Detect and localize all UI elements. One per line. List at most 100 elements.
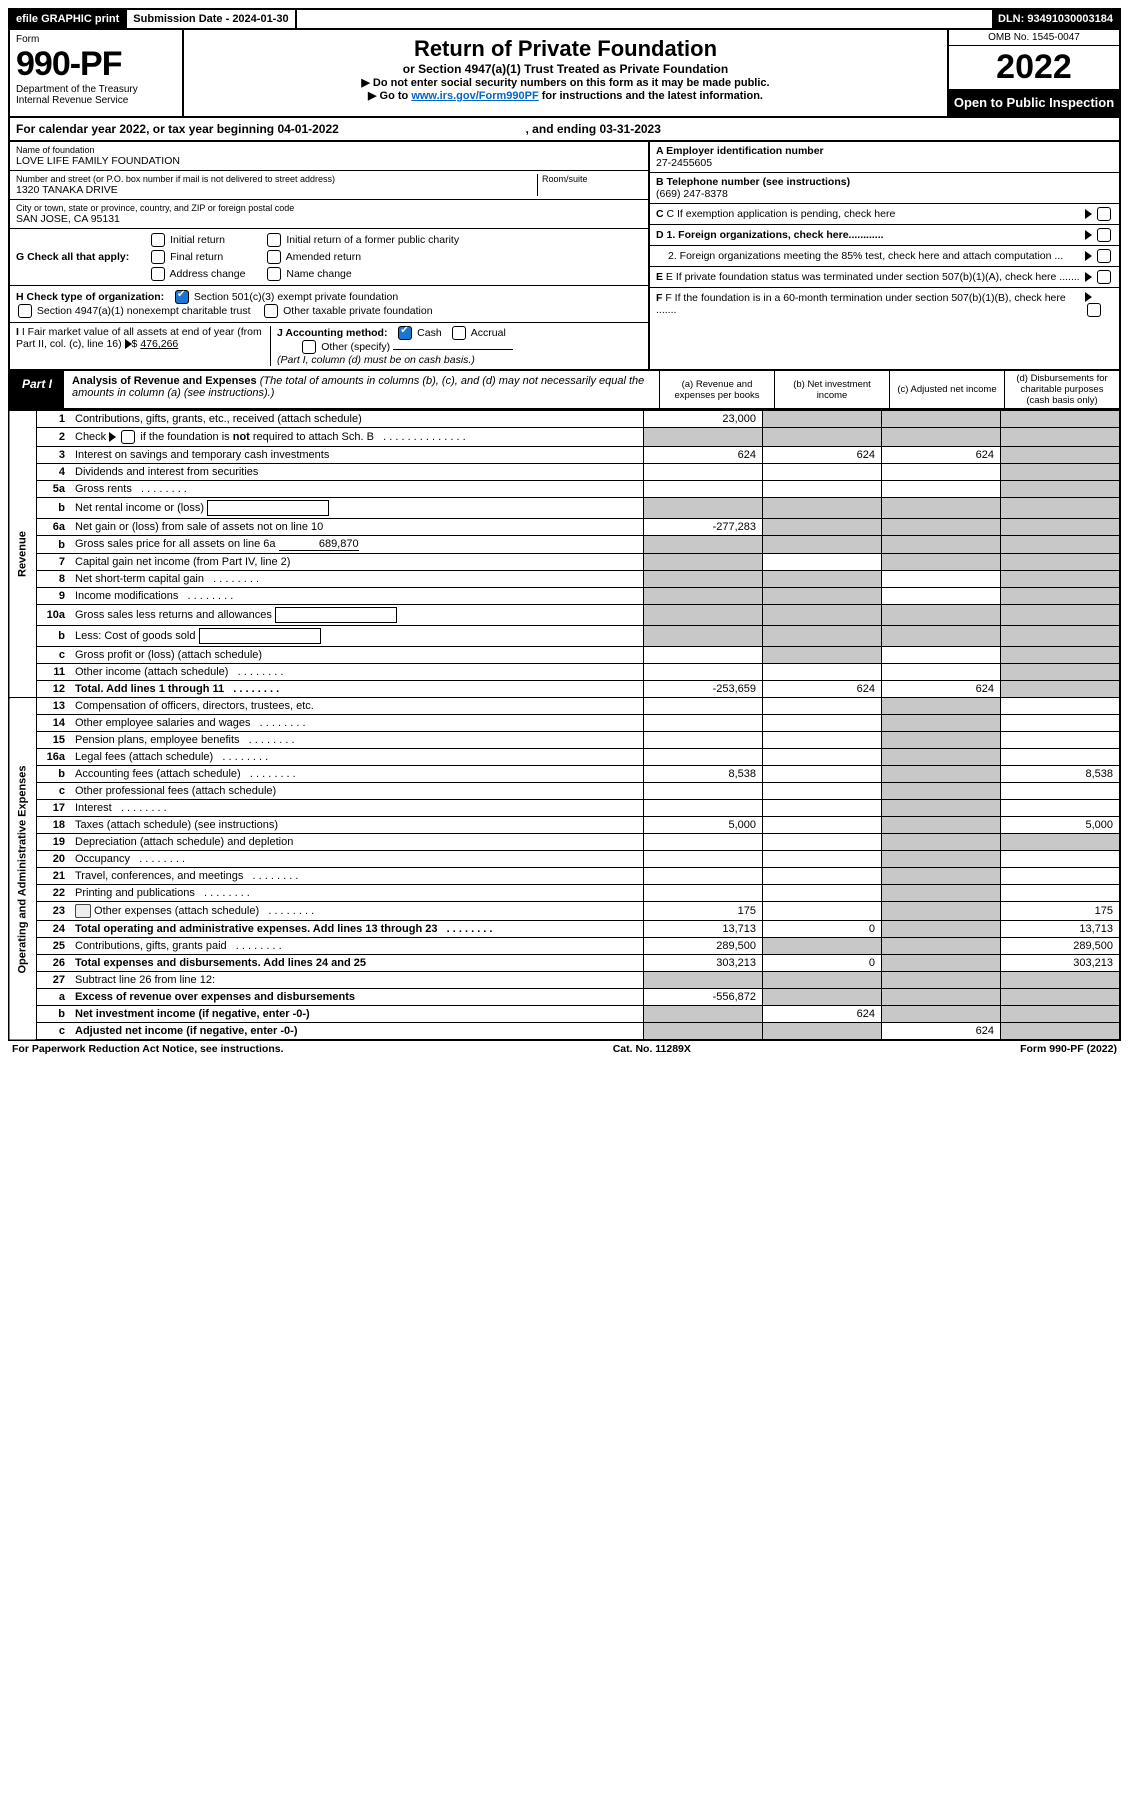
arrow-icon <box>1085 209 1092 219</box>
cell-b <box>763 851 882 868</box>
cell-c <box>882 698 1001 715</box>
chk-accrual[interactable] <box>452 326 466 340</box>
line-number: 12 <box>37 681 72 698</box>
line-number: 22 <box>37 885 72 902</box>
chk-c[interactable] <box>1097 207 1111 221</box>
line-number: c <box>37 1023 72 1041</box>
chk-initial-public[interactable] <box>267 233 281 247</box>
table-row: cGross profit or (loss) (attach schedule… <box>9 647 1120 664</box>
g-label: G Check all that apply: <box>16 251 129 263</box>
table-row: bGross sales price for all assets on lin… <box>9 536 1120 554</box>
form-title-block: Return of Private Foundation or Section … <box>184 30 949 116</box>
cell-a <box>644 428 763 447</box>
i-label: I Fair market value of all assets at end… <box>16 326 262 350</box>
table-row: 11Other income (attach schedule) . . . .… <box>9 664 1120 681</box>
table-row: 26Total expenses and disbursements. Add … <box>9 955 1120 972</box>
cell-a <box>644 698 763 715</box>
line-number: 8 <box>37 571 72 588</box>
chk-schB[interactable] <box>121 430 135 444</box>
cell-dd <box>1001 428 1121 447</box>
cell-a <box>644 851 763 868</box>
cell-b <box>763 519 882 536</box>
cell-c <box>882 817 1001 834</box>
instr-link-row: ▶ Go to www.irs.gov/Form990PF for instru… <box>194 89 937 102</box>
chk-cash[interactable] <box>398 326 412 340</box>
cell-a <box>644 605 763 626</box>
part1-desc: Analysis of Revenue and Expenses (The to… <box>64 371 659 408</box>
form-number: 990-PF <box>16 45 176 84</box>
chk-501c3[interactable] <box>175 290 189 304</box>
cell-b <box>763 732 882 749</box>
line-number: 18 <box>37 817 72 834</box>
cell-dd <box>1001 834 1121 851</box>
chk-d1[interactable] <box>1097 228 1111 242</box>
chk-initial[interactable] <box>151 233 165 247</box>
arrow-icon <box>1085 230 1092 240</box>
cell-b <box>763 698 882 715</box>
cell-b <box>763 715 882 732</box>
i-j-row: I I Fair market value of all assets at e… <box>10 323 648 369</box>
cell-b <box>763 605 882 626</box>
cell-dd <box>1001 588 1121 605</box>
chk-addr-change[interactable] <box>151 267 165 281</box>
name-label: Name of foundation <box>16 145 642 155</box>
cell-c <box>882 921 1001 938</box>
f-row: F F If the foundation is in a 60-month t… <box>650 288 1119 320</box>
line-number: 17 <box>37 800 72 817</box>
cell-dd: 289,500 <box>1001 938 1121 955</box>
cell-dd: 5,000 <box>1001 817 1121 834</box>
cell-a: 5,000 <box>644 817 763 834</box>
cell-dd <box>1001 681 1121 698</box>
cell-b <box>763 1023 882 1041</box>
cell-a: -556,872 <box>644 989 763 1006</box>
cell-b <box>763 868 882 885</box>
attachment-icon[interactable] <box>75 904 91 918</box>
cell-a <box>644 588 763 605</box>
line-number: c <box>37 783 72 800</box>
cell-b <box>763 536 882 554</box>
chk-4947[interactable] <box>18 304 32 318</box>
line-number: 26 <box>37 955 72 972</box>
line-number: 24 <box>37 921 72 938</box>
table-row: Revenue1Contributions, gifts, grants, et… <box>9 411 1120 428</box>
footer-right: Form 990-PF (2022) <box>1020 1043 1117 1055</box>
cell-b <box>763 783 882 800</box>
cell-b <box>763 481 882 498</box>
cell-dd <box>1001 885 1121 902</box>
cell-a <box>644 783 763 800</box>
line-number: 1 <box>37 411 72 428</box>
chk-amended[interactable] <box>267 250 281 264</box>
line-desc: Printing and publications . . . . . . . … <box>71 885 644 902</box>
chk-final[interactable] <box>151 250 165 264</box>
cell-dd: 8,538 <box>1001 766 1121 783</box>
cell-a: 13,713 <box>644 921 763 938</box>
cell-c <box>882 498 1001 519</box>
ein-block: A Employer identification number 27-2455… <box>650 142 1119 173</box>
line-desc: Contributions, gifts, grants paid . . . … <box>71 938 644 955</box>
form-id-block: Form 990-PF Department of the Treasury I… <box>10 30 184 116</box>
table-row: 21Travel, conferences, and meetings . . … <box>9 868 1120 885</box>
phone: (669) 247-8378 <box>656 188 1113 200</box>
line-number: 6a <box>37 519 72 536</box>
col-c-header: (c) Adjusted net income <box>889 371 1004 408</box>
line-number: b <box>37 766 72 783</box>
line-desc: Subtract line 26 from line 12: <box>71 972 644 989</box>
open-public: Open to Public Inspection <box>949 89 1119 116</box>
cell-c <box>882 588 1001 605</box>
b-label: B Telephone number (see instructions) <box>656 176 1113 188</box>
line-desc: Other expenses (attach schedule) . . . .… <box>71 902 644 921</box>
chk-name-change[interactable] <box>267 267 281 281</box>
line-number: 14 <box>37 715 72 732</box>
chk-f[interactable] <box>1087 303 1101 317</box>
cell-b: 0 <box>763 921 882 938</box>
chk-d2[interactable] <box>1097 249 1111 263</box>
line-desc: Net rental income or (loss) <box>71 498 644 519</box>
chk-e[interactable] <box>1097 270 1111 284</box>
chk-other-method[interactable] <box>302 340 316 354</box>
chk-other-tax[interactable] <box>264 304 278 318</box>
cal-prefix: For calendar year 2022, or tax year begi… <box>16 122 339 136</box>
form-link[interactable]: www.irs.gov/Form990PF <box>411 90 538 102</box>
cell-dd: 303,213 <box>1001 955 1121 972</box>
line-number: 25 <box>37 938 72 955</box>
table-row: 2Check if the foundation is not required… <box>9 428 1120 447</box>
